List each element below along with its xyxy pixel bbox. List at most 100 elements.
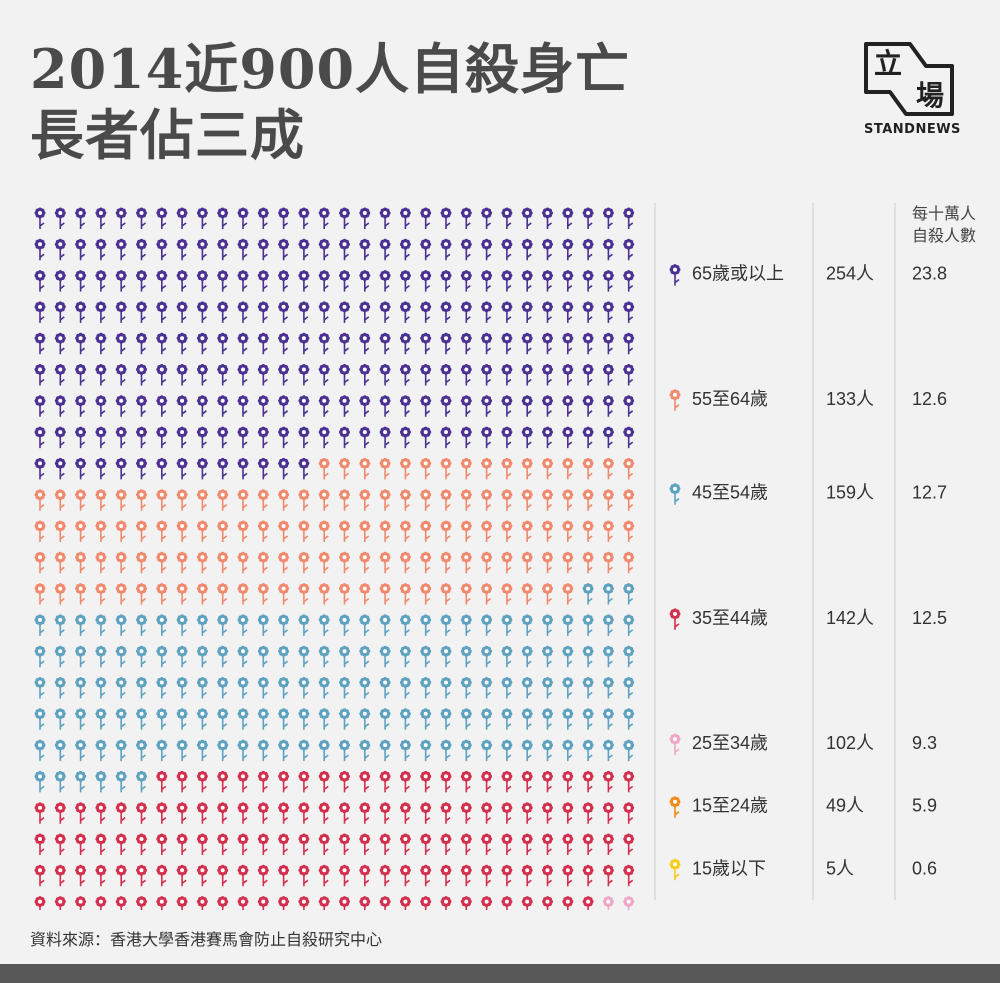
flower-icon — [460, 207, 472, 229]
flower-icon — [481, 238, 493, 261]
flower-icon — [359, 677, 371, 699]
flower-icon — [379, 583, 391, 605]
flower-icon — [420, 489, 432, 511]
flower-icon — [521, 395, 533, 417]
flower-icon — [34, 864, 46, 887]
flower-icon — [257, 551, 269, 574]
flower-icon — [257, 864, 269, 887]
pictograph-chart: 每十萬人 自殺人數 65歲或以上 254人 23.8 55至64歲 133人 12.6 45… — [34, 203, 976, 910]
flower-icon — [339, 708, 350, 730]
flower-icon — [196, 677, 208, 699]
legend-label: 15歲以下 — [692, 858, 766, 878]
flower-icon — [359, 802, 371, 824]
flower-icon — [318, 332, 330, 355]
flower-icon — [542, 645, 554, 668]
flower-icon — [379, 770, 391, 793]
flower-icon — [623, 802, 635, 824]
flower-icon — [582, 708, 594, 730]
flower-icon — [257, 802, 269, 824]
flower-icon — [115, 614, 127, 636]
flower-icon — [501, 802, 513, 824]
flower-icon — [318, 770, 330, 793]
flower-icon — [562, 207, 574, 229]
flower-icon — [460, 583, 472, 605]
flower-icon — [379, 896, 391, 910]
flower-icon — [136, 551, 147, 574]
flower-icon — [379, 739, 391, 762]
flower-icon — [460, 739, 472, 762]
standnews-logo: 立 場 STANDNEWS — [860, 40, 960, 140]
flower-icon — [481, 770, 493, 793]
flower-icon — [257, 770, 269, 793]
flower-icon — [278, 770, 290, 793]
flower-icon — [602, 708, 614, 730]
flower-icon — [257, 395, 269, 417]
flower-icon — [156, 802, 168, 824]
flower-icon — [237, 708, 249, 730]
flower-icon — [420, 770, 432, 793]
flower-icon — [298, 457, 310, 480]
flower-icon — [379, 238, 391, 261]
flower-icon — [440, 739, 452, 762]
flower-icon — [399, 238, 411, 261]
flower-icon — [481, 395, 493, 417]
flower-icon — [237, 270, 249, 292]
flower-icon — [542, 332, 554, 355]
flower-icon — [379, 207, 391, 229]
flower-icon — [237, 332, 249, 355]
flower-icon — [602, 457, 614, 480]
flower-icon — [562, 896, 574, 910]
flower-icon — [95, 207, 107, 229]
flower-icon — [278, 551, 290, 574]
flower-icon — [318, 457, 330, 480]
flower-icon — [339, 864, 350, 887]
flower-icon — [562, 708, 574, 730]
flower-icon — [501, 708, 513, 730]
flower-icon — [420, 395, 432, 417]
flower-icon — [115, 864, 127, 887]
flower-icon — [34, 770, 46, 793]
flower-icon — [54, 739, 66, 762]
flower-icon — [521, 364, 533, 386]
flower-icon — [359, 489, 371, 511]
flower-icon — [440, 708, 452, 730]
flower-icon — [440, 645, 452, 668]
flower-icon — [379, 833, 391, 855]
flower-icon — [156, 583, 168, 605]
flower-icon — [339, 770, 350, 793]
flower-icon — [278, 270, 290, 292]
flower-icon — [217, 238, 229, 261]
flower-icon — [582, 457, 594, 480]
flower-icon — [542, 770, 554, 793]
flower-icon — [176, 708, 188, 730]
flower-icon — [359, 896, 371, 910]
flower-icon — [379, 395, 391, 417]
logo-char-1: 立 — [874, 47, 903, 80]
flower-icon — [521, 551, 533, 574]
flower-icon — [521, 864, 533, 887]
flower-icon — [460, 301, 472, 323]
flower-icon — [542, 364, 554, 386]
flower-icon — [237, 395, 249, 417]
flower-icon — [217, 270, 229, 292]
flower-icon — [582, 770, 594, 793]
legend-label: 65歲或以上 — [692, 264, 784, 284]
flower-icon — [602, 770, 614, 793]
flower-icon — [95, 332, 107, 355]
legend-row: 55至64歲 133人 12.6 — [669, 389, 947, 411]
legend-table: 每十萬人 自殺人數 65歲或以上 254人 23.8 55至64歲 133人 12.6 45… — [654, 203, 976, 900]
flower-icon — [156, 426, 168, 449]
flower-icon — [318, 551, 330, 574]
flower-icon — [54, 677, 66, 699]
flower-icon — [420, 426, 432, 449]
flower-icon — [460, 708, 472, 730]
flower-icon — [115, 645, 127, 668]
flower-icon — [156, 395, 168, 417]
flower-icon — [399, 520, 411, 542]
flower-icon — [420, 896, 432, 910]
flower-icon — [257, 833, 269, 855]
flower-icon — [95, 645, 107, 668]
flower-icon — [542, 677, 554, 699]
flower-icon — [460, 426, 472, 449]
flower-icon — [399, 802, 411, 824]
